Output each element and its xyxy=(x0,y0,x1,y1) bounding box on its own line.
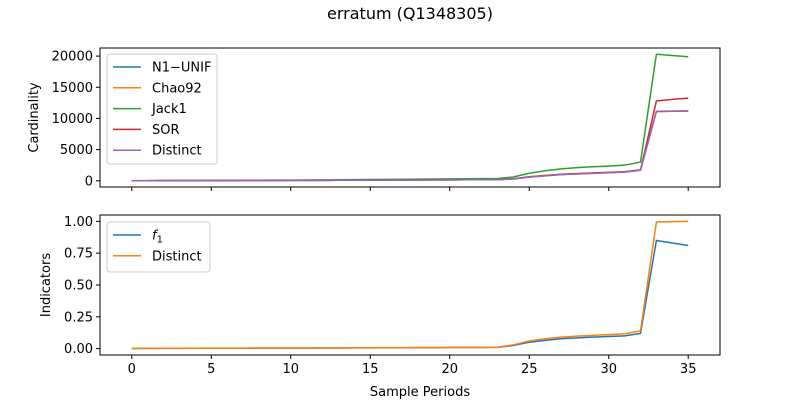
y-tick-label: 0.75 xyxy=(64,247,93,262)
legend-label: Chao92 xyxy=(152,81,202,96)
legend: N1−UNIF Chao92 Jack1 SOR Distinct xyxy=(106,53,218,165)
legend-label: Distinct xyxy=(152,144,202,159)
legend-box xyxy=(106,53,218,165)
legend-label: Jack1 xyxy=(151,102,187,117)
legend-label: Distinct xyxy=(152,249,202,264)
x-tick-label: 5 xyxy=(207,362,215,377)
legend-label-main: f xyxy=(152,229,159,244)
legend: f1 Distinct xyxy=(106,221,211,273)
x-tick-label: 15 xyxy=(362,362,379,377)
x-tick-label: 30 xyxy=(600,362,617,377)
legend-label: N1−UNIF xyxy=(152,61,211,76)
y-tick-label: 1.00 xyxy=(64,215,93,230)
series-line-cardinality-4 xyxy=(131,110,689,182)
x-axis-label: Sample Periods xyxy=(370,385,470,400)
legend-label-subscript: 1 xyxy=(157,235,163,246)
series-line-indicators-0 xyxy=(131,239,689,350)
y-tick-label: 5000 xyxy=(60,143,93,158)
x-tick-label: 20 xyxy=(441,362,458,377)
legend-label: f1 xyxy=(152,229,163,246)
y-tick-label: 20000 xyxy=(52,50,93,65)
y-tick-label: 0.00 xyxy=(64,342,93,357)
top-chart-cardinality: 0 5000 10000 15000 20000 Cardinality N1−UNIF Ch… xyxy=(27,47,721,191)
y-tick-label: 0.25 xyxy=(64,310,93,325)
y-tick-label: 0.50 xyxy=(64,279,93,294)
series-line-indicators-1 xyxy=(131,220,689,350)
bottom-chart-indicators: 0 5 10 15 20 25 30 35 0.00 0.25 0.50 0.75 1.00 Indica… xyxy=(39,214,721,400)
y-tick-label: 15000 xyxy=(52,81,93,96)
y-axis-label: Cardinality xyxy=(27,82,42,153)
axes-frame xyxy=(99,47,721,188)
y-tick-label: 0 xyxy=(85,174,93,189)
x-tick-label: 10 xyxy=(282,362,299,377)
x-tick-label: 35 xyxy=(680,362,697,377)
y-axis-label: Indicators xyxy=(39,253,54,317)
legend-label: SOR xyxy=(152,123,180,138)
x-tick-label: 0 xyxy=(128,362,136,377)
y-tick-label: 10000 xyxy=(52,112,93,127)
legend-label-main: Distinct xyxy=(152,249,202,264)
x-tick-label: 25 xyxy=(521,362,538,377)
figure-title: erratum (Q1348305) xyxy=(327,4,493,23)
legend-box xyxy=(106,221,211,273)
